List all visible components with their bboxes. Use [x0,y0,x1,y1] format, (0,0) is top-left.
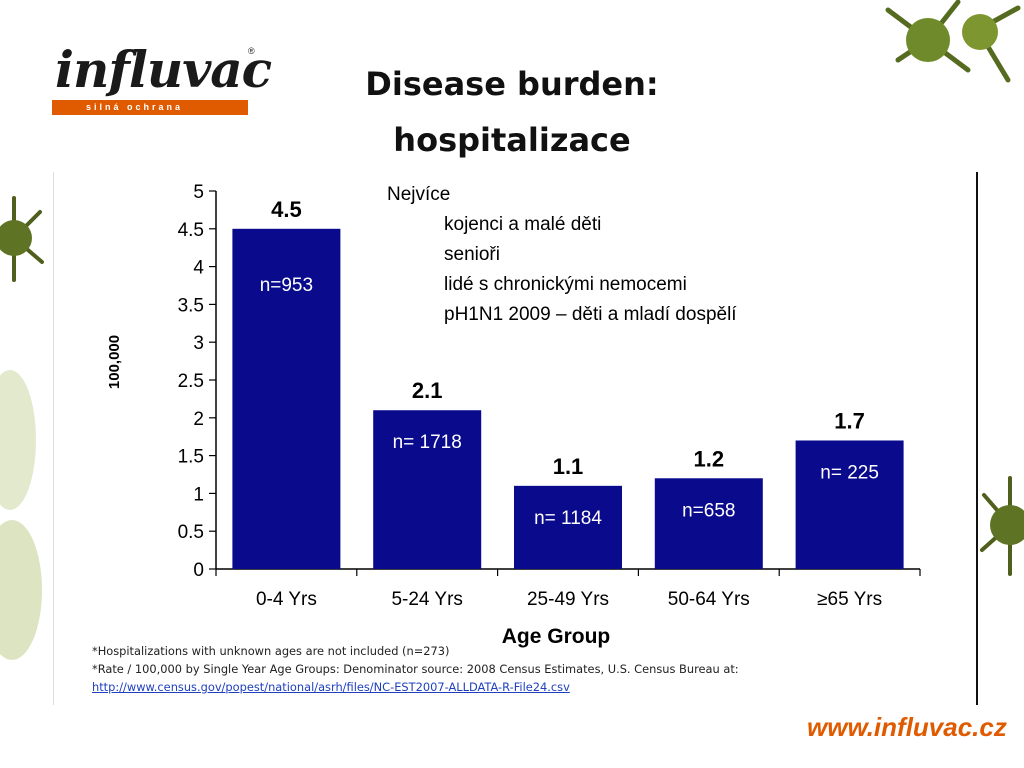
virus-particle-icon [0,196,44,282]
bar [232,228,341,570]
y-tick-label: 2.5 [178,371,204,392]
virus-particle-icon [885,0,1021,83]
slide-title: Disease burden: hospitalizace [300,56,724,168]
y-tick-label: 0.5 [178,522,204,543]
bar-n-label: n= 1184 [534,508,602,529]
bar [373,410,482,569]
y-tick-label: 3.5 [178,295,204,316]
bar-value-label: 2.1 [412,378,443,403]
y-tick-label: 4.5 [178,220,204,241]
footer-website-url[interactable]: www.influvac.cz [807,712,1007,742]
bar-n-label: n= 1718 [393,432,462,453]
slide-title-line2: hospitalizace [393,121,631,159]
bullet-item: senioři [444,244,500,265]
footnote-1: *Hospitalizations with unknown ages are … [92,644,450,658]
footnote-2: *Rate / 100,000 by Single Year Age Group… [92,662,739,676]
bullet-item: lidé s chronickými nemocemi [444,274,687,295]
x-axis-title: Age Group [502,625,611,648]
y-tick-label: 5 [193,182,204,203]
bar-n-label: n=658 [682,500,735,521]
bullet-item: kojenci a malé děti [444,214,602,235]
slide-title-line1: Disease burden: [365,65,659,103]
bar-value-label: 1.7 [834,408,865,433]
influvac-logo: influvac ® silná ochrana [52,40,272,116]
bar [795,440,904,569]
y-tick-label: 2 [193,409,204,430]
bar-value-label: 1.1 [553,454,584,479]
y-tick-label: 3 [193,333,204,354]
bullet-item: pH1N1 2009 – děti a mladí dospělí [444,304,737,325]
census-source-link[interactable]: http://www.census.gov/popest/national/as… [92,680,570,694]
y-tick-label: 1 [193,484,204,505]
virus-particle-icon [980,476,1024,576]
x-tick-label: 5-24 Yrs [391,589,462,610]
y-tick-label: 1.5 [178,447,204,468]
y-tick-label: 4 [193,258,204,279]
y-tick-label: 0 [193,560,204,581]
bar-n-label: n=953 [260,275,313,296]
logo-wordmark: influvac [55,40,272,99]
bar-value-label: 4.5 [271,197,302,222]
chart-panel: 0 0.5 1 1.5 2 2.5 3 3.5 4 4.5 5 100,000 4.5 n=953 0-4 … [53,172,978,705]
x-tick-label: 50-64 Yrs [668,589,750,610]
bar [654,478,763,569]
logo-tagline: silná ochrana [52,100,248,115]
bar-value-label: 1.2 [694,446,725,471]
y-axis-title: 100,000 [106,335,123,389]
x-tick-label: 0-4 Yrs [256,589,317,610]
bar [514,485,622,569]
virus-particle-icon [0,370,42,660]
footnotes: *Hospitalizations with unknown ages are … [92,642,739,696]
logo-registered-mark: ® [248,46,255,56]
bullet-list: Nejvíce kojenci a malé děti senioři lidé… [387,180,737,330]
x-tick-label: ≥65 Yrs [817,589,882,610]
bar-chart: 0 0.5 1 1.5 2 2.5 3 3.5 4 4.5 5 100,000 4.5 n=953 0-4 … [106,182,921,648]
bullet-lead: Nejvíce [387,184,451,205]
bar-n-label: n= 225 [820,462,879,483]
x-tick-label: 25-49 Yrs [527,589,609,610]
